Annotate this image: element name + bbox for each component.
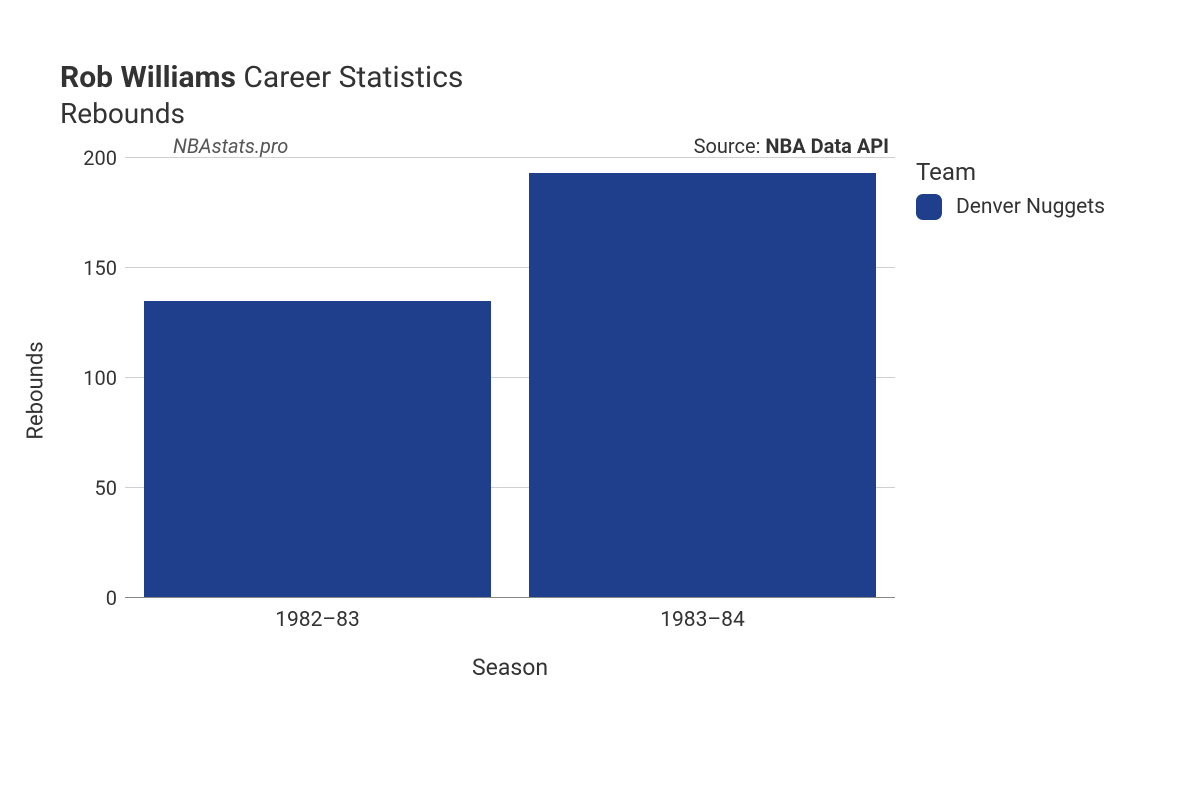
source-attribution: Source: NBA Data API bbox=[694, 134, 889, 158]
plot-region: NBAstats.pro Source: NBA Data API bbox=[125, 158, 895, 598]
x-axis-title: Season bbox=[125, 654, 895, 681]
chart-title: Rob Williams Career Statistics bbox=[60, 60, 1140, 95]
legend-title: Team bbox=[916, 158, 1105, 186]
y-tick-label: 200 bbox=[83, 146, 117, 170]
x-axis: 1982–831983–84 bbox=[125, 608, 895, 632]
chart-subtitle: Rebounds bbox=[60, 97, 1140, 130]
y-tick-label: 50 bbox=[95, 476, 117, 500]
legend-swatch bbox=[916, 194, 942, 220]
bars-group bbox=[125, 158, 895, 598]
legend: Team Denver Nuggets bbox=[916, 158, 1105, 220]
y-tick-label: 0 bbox=[106, 586, 117, 610]
x-tick-label: 1982–83 bbox=[125, 608, 510, 632]
bar bbox=[144, 301, 491, 598]
y-tick-label: 150 bbox=[83, 256, 117, 280]
bar bbox=[529, 173, 876, 598]
legend-label: Denver Nuggets bbox=[956, 195, 1105, 219]
x-tick-label: 1983–84 bbox=[510, 608, 895, 632]
y-tick-label: 100 bbox=[83, 366, 117, 390]
player-name: Rob Williams bbox=[60, 60, 236, 95]
legend-item: Denver Nuggets bbox=[916, 194, 1105, 220]
plot-area: Rebounds 050100150200 NBAstats.pro Sourc… bbox=[60, 158, 1140, 598]
title-suffix: Career Statistics bbox=[243, 60, 463, 95]
y-axis-title: Rebounds bbox=[24, 341, 49, 439]
source-prefix: Source: bbox=[694, 134, 766, 158]
y-axis: Rebounds 050100150200 bbox=[60, 158, 125, 598]
x-baseline bbox=[125, 597, 895, 598]
chart-container: Rob Williams Career Statistics Rebounds … bbox=[60, 60, 1140, 681]
title-block: Rob Williams Career Statistics Rebounds bbox=[60, 60, 1140, 130]
watermark-text: NBAstats.pro bbox=[173, 134, 288, 158]
source-name: NBA Data API bbox=[765, 134, 889, 158]
